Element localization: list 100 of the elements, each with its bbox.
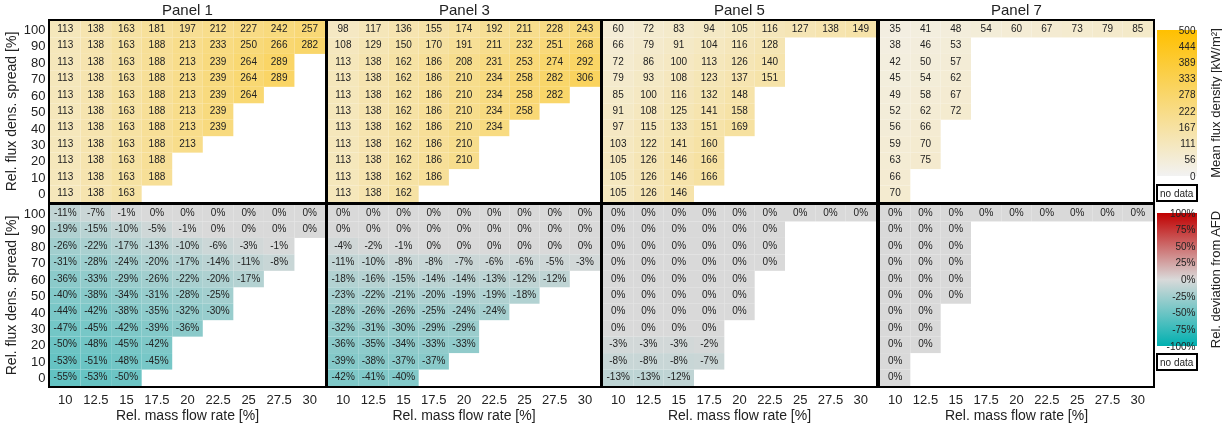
data-label: 0% <box>641 239 656 251</box>
data-label: 138 <box>87 22 105 34</box>
data-label: 186 <box>425 154 443 166</box>
data-label: -24% <box>114 256 139 268</box>
data-label: -2% <box>700 338 719 350</box>
data-label: 0% <box>887 256 903 268</box>
data-label: 268 <box>576 39 594 51</box>
data-label: 53 <box>950 39 962 51</box>
data-label: 138 <box>87 88 105 100</box>
data-label: 0% <box>456 239 472 251</box>
data-label: -1% <box>117 206 136 218</box>
chart-title: Panel 5 <box>714 1 765 18</box>
data-label: 0% <box>547 239 562 251</box>
y-tick-label: 60 <box>30 87 46 103</box>
data-label: 0% <box>948 289 964 300</box>
data-label: 210 <box>455 88 473 100</box>
data-label: 0% <box>701 256 717 268</box>
data-label: -33% <box>452 338 476 350</box>
data-label: 233 <box>209 39 227 51</box>
data-label: 266 <box>270 39 288 51</box>
data-label: 138 <box>87 72 105 84</box>
data-label: -3% <box>609 338 628 350</box>
x-tick-label: 10 <box>335 391 351 407</box>
data-label: 113 <box>335 55 352 67</box>
y-tick-label: 10 <box>30 353 46 369</box>
data-label: 116 <box>731 39 748 51</box>
data-label: 0% <box>610 305 626 317</box>
x-tick-label: 15 <box>119 391 134 407</box>
data-label: 56 <box>889 121 902 133</box>
data-label: 0% <box>641 272 656 284</box>
data-label: 75 <box>919 154 932 166</box>
x-tick-label: 10 <box>610 391 626 407</box>
data-label: 264 <box>240 88 258 100</box>
y-tick-label: 20 <box>30 337 46 353</box>
data-label: -8% <box>639 354 658 366</box>
data-label: 234 <box>485 72 503 84</box>
data-label: 0% <box>426 239 442 251</box>
data-label: -53% <box>53 354 78 366</box>
y-tick-label: 70 <box>30 255 46 271</box>
data-label: 126 <box>640 154 658 166</box>
data-label: 133 <box>670 121 688 133</box>
data-label: 113 <box>57 22 74 34</box>
data-label: 0% <box>887 272 903 284</box>
data-label: -6% <box>209 239 228 251</box>
data-label: 85 <box>1132 22 1144 34</box>
data-label: 0% <box>948 256 964 268</box>
data-label: 208 <box>455 55 473 67</box>
data-label: 138 <box>87 121 105 133</box>
data-label: 188 <box>148 55 166 67</box>
data-label: 94 <box>703 22 716 34</box>
data-label: 170 <box>425 39 443 51</box>
y-tick-label: 100 <box>23 205 46 221</box>
data-label: 282 <box>546 88 564 100</box>
data-label: 0% <box>396 206 411 218</box>
data-label: 162 <box>395 154 413 166</box>
data-label: 163 <box>118 187 136 199</box>
data-label: -24% <box>482 305 506 317</box>
data-label: 0% <box>762 239 778 251</box>
data-label: -40% <box>53 289 78 300</box>
data-label: -31% <box>53 256 78 268</box>
data-label: 162 <box>395 88 413 100</box>
y-tick-label: 40 <box>30 304 46 320</box>
data-label: 163 <box>118 39 136 51</box>
y-tick-label: 30 <box>30 136 46 152</box>
data-label: 138 <box>364 154 383 166</box>
data-label: 0% <box>671 321 687 333</box>
data-label: 174 <box>455 22 473 34</box>
data-label: 239 <box>209 88 227 100</box>
data-label: 49 <box>889 88 902 100</box>
data-label: 0% <box>517 223 532 235</box>
x-tick-label: 22.5 <box>481 391 507 407</box>
data-label: 0% <box>641 321 656 333</box>
data-label: 0% <box>701 289 717 300</box>
x-tick-label: 15 <box>396 391 411 407</box>
data-label: 138 <box>364 72 383 84</box>
data-label: -19% <box>53 223 78 235</box>
data-label: -31% <box>361 321 386 333</box>
data-label: 188 <box>148 137 166 149</box>
color-bar-title: Mean flux density [kW/m²] <box>1208 28 1222 178</box>
data-label: 210 <box>455 121 473 133</box>
data-label: 0% <box>978 206 994 218</box>
data-label: 0% <box>302 223 318 235</box>
color-bar-label: 222 <box>1178 105 1196 117</box>
data-label: 163 <box>118 154 136 166</box>
data-label: -24% <box>452 305 476 317</box>
data-label: -32% <box>331 321 355 333</box>
data-label: 250 <box>240 39 258 51</box>
x-tick-label: 17.5 <box>421 391 447 407</box>
data-label: 0% <box>887 321 903 333</box>
data-label: 0% <box>426 206 442 218</box>
data-label: 41 <box>919 22 932 34</box>
data-label: 274 <box>546 55 564 67</box>
data-label: 188 <box>148 88 166 100</box>
data-label: 136 <box>395 22 413 34</box>
data-label: 234 <box>485 105 503 116</box>
data-label: 162 <box>395 105 413 116</box>
data-label: 228 <box>546 22 564 34</box>
data-label: -19% <box>482 289 506 300</box>
color-bar-label: -75% <box>1172 323 1196 335</box>
data-label: 213 <box>179 39 197 51</box>
